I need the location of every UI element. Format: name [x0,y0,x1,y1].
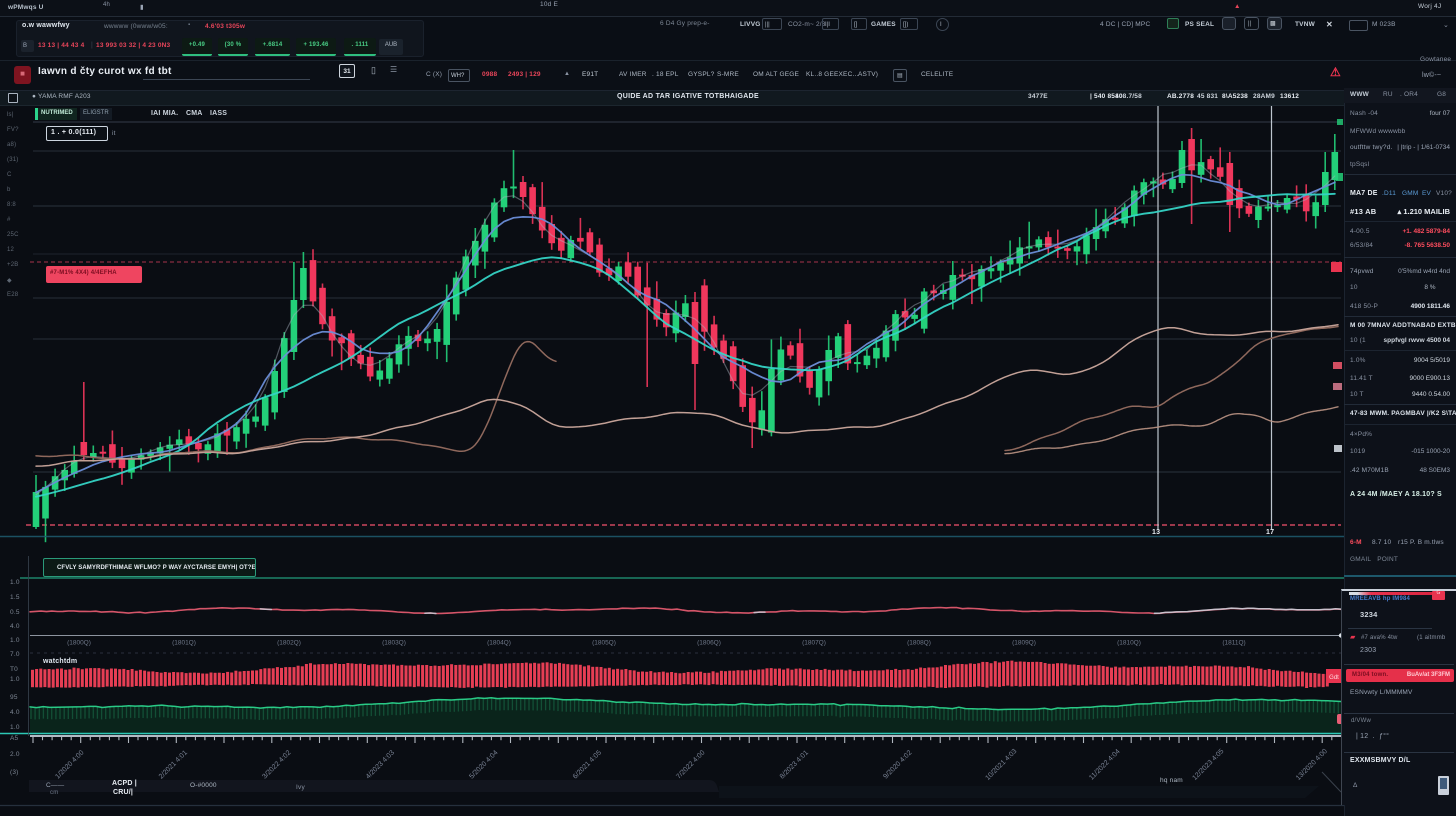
svg-text:1/2020 4:00: 1/2020 4:00 [54,749,85,780]
svg-text:9/2020 4:02: 9/2020 4:02 [882,749,913,780]
svg-text:3/2022 4:02: 3/2022 4:02 [261,749,292,780]
svg-text:(1801Q): (1801Q) [172,640,196,647]
svg-text:(1811Q): (1811Q) [1222,640,1245,647]
svg-text:(1807Q): (1807Q) [802,640,826,647]
svg-text:13/2020 4:00: 13/2020 4:00 [1295,748,1329,782]
svg-text:12/2023 4:05: 12/2023 4:05 [1192,748,1226,782]
svg-text:7/2022 4:00: 7/2022 4:00 [675,749,706,780]
svg-text:(1810Q): (1810Q) [1117,640,1141,647]
svg-text:(1809Q): (1809Q) [1012,640,1036,647]
svg-text:(1805Q): (1805Q) [592,640,616,647]
svg-text:(1804Q): (1804Q) [487,640,511,647]
svg-text:5/2020 4:04: 5/2020 4:04 [468,749,499,780]
svg-text:(1806Q): (1806Q) [697,640,721,647]
svg-text:6/2021 4:05: 6/2021 4:05 [572,749,603,780]
svg-text:10/2021 4:03: 10/2021 4:03 [985,748,1019,782]
svg-text:(1800Q): (1800Q) [67,640,91,647]
svg-text:2/2021 4:01: 2/2021 4:01 [158,749,189,780]
svg-text:4/2023 4:03: 4/2023 4:03 [365,749,396,780]
svg-text:Gdt: Gdt [1329,675,1339,681]
svg-text:(1802Q): (1802Q) [277,640,301,647]
svg-text:8/2023 4:01: 8/2023 4:01 [779,749,810,780]
svg-text:11/2022 4:04: 11/2022 4:04 [1088,748,1122,782]
svg-text:(1808Q): (1808Q) [907,640,931,647]
svg-text:(1803Q): (1803Q) [382,640,406,647]
